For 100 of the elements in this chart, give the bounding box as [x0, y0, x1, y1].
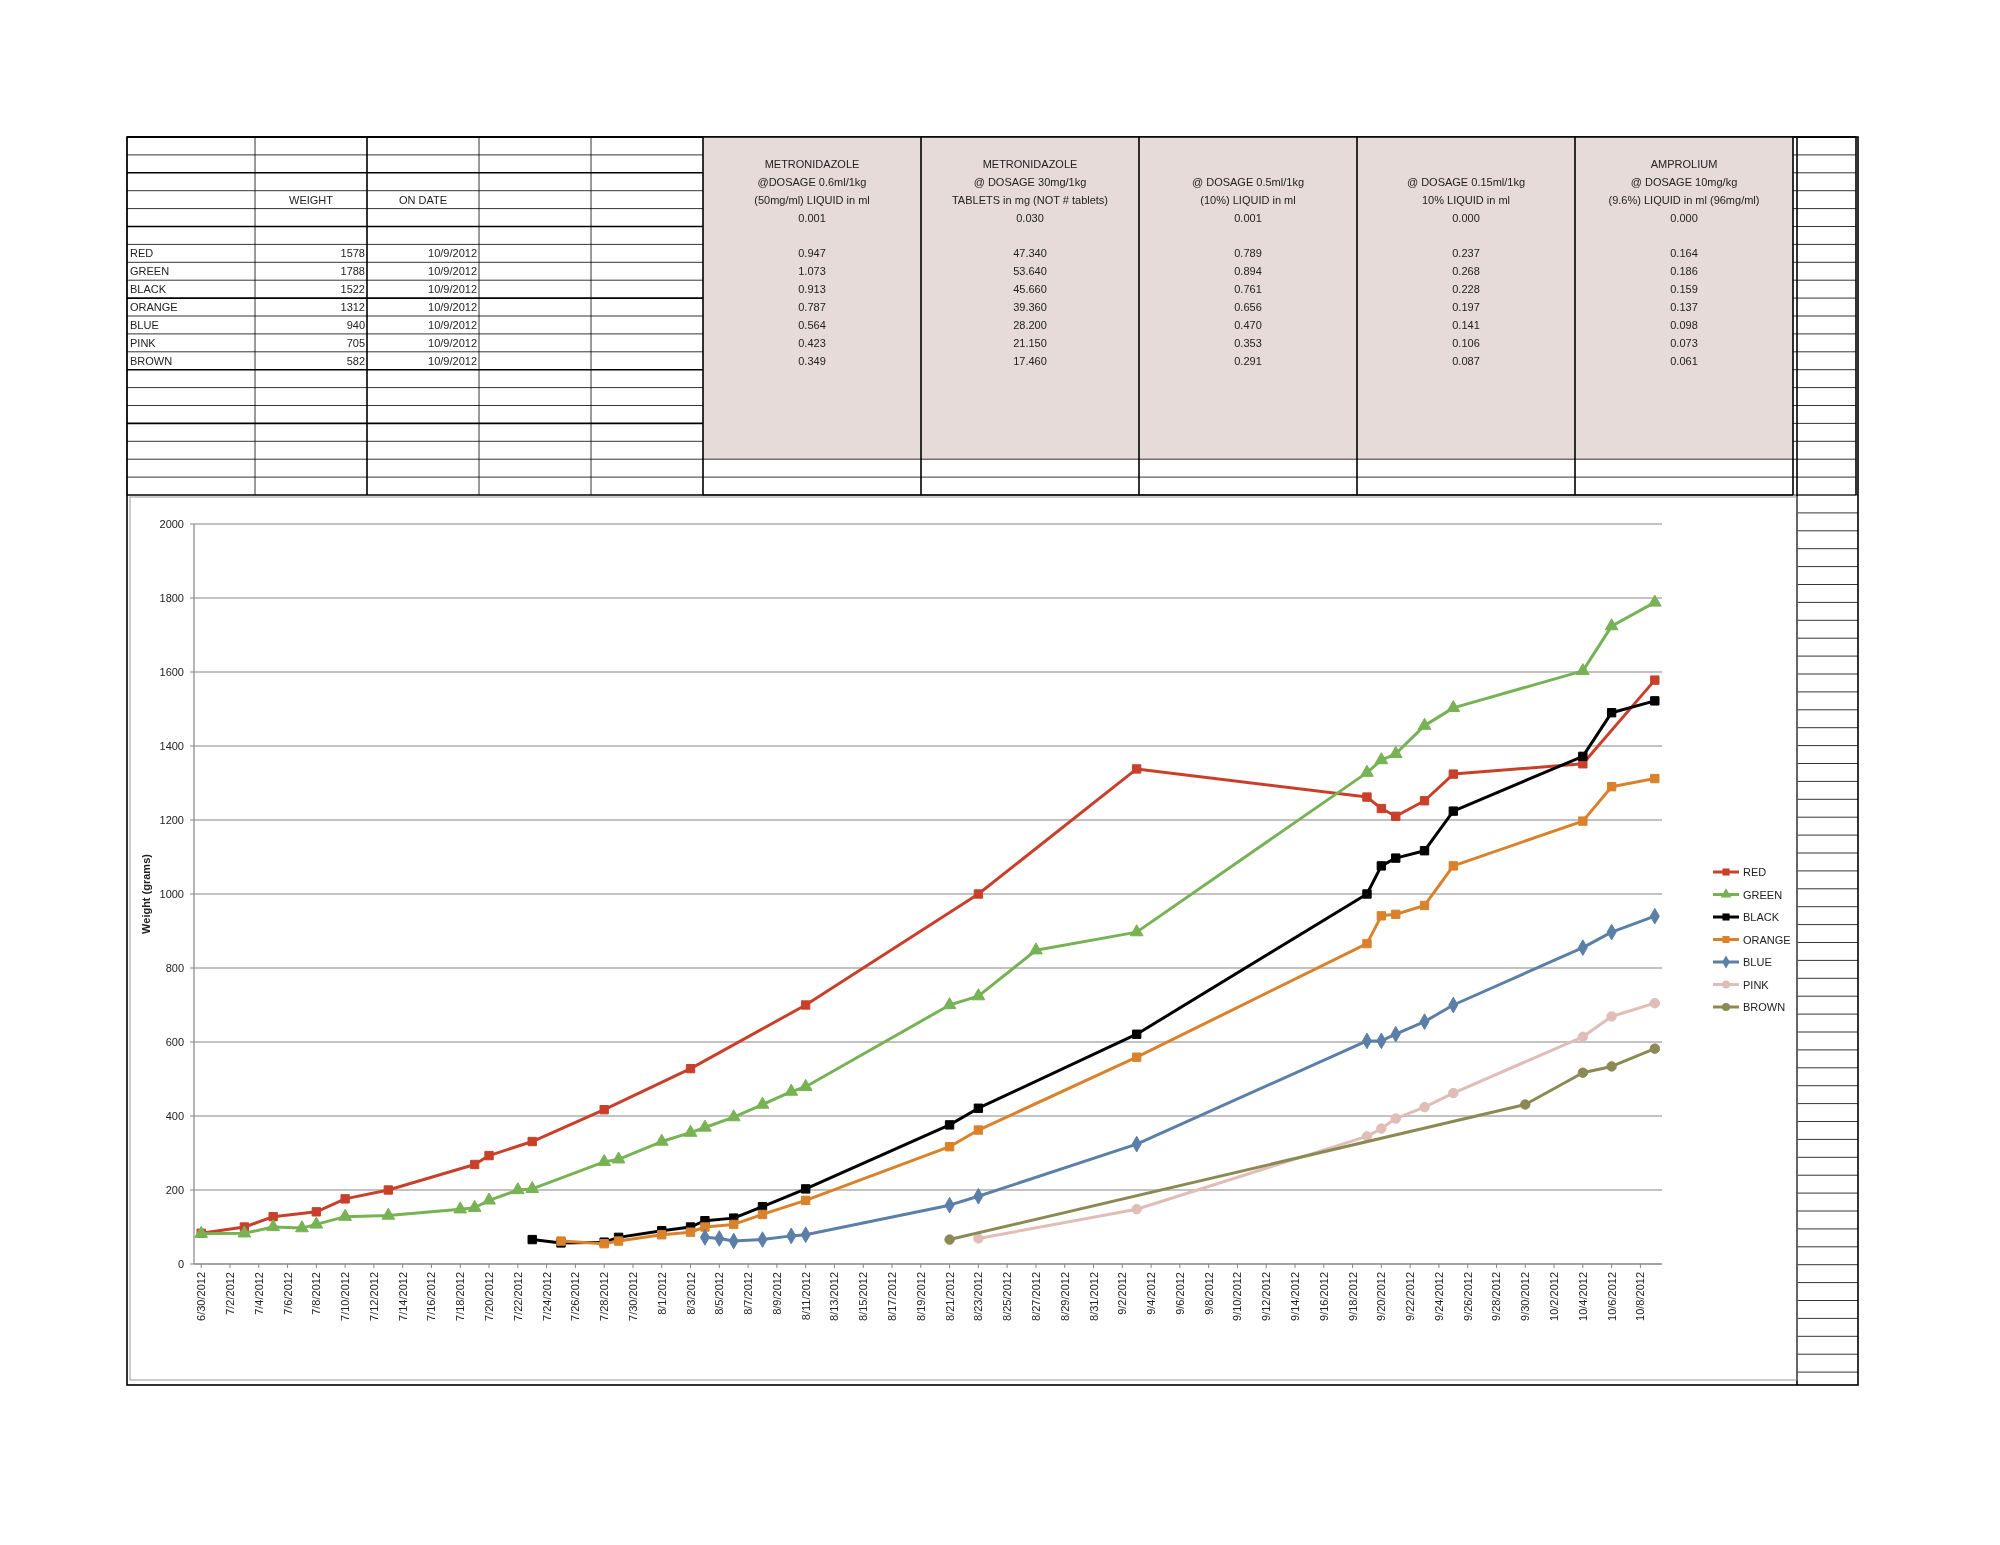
x-tick-label: 10/6/2012	[1605, 1272, 1618, 1321]
text: 0.237	[1452, 247, 1480, 260]
x-tick-label: 7/26/2012	[569, 1272, 582, 1321]
text: 1578	[340, 247, 365, 260]
text: 940	[346, 318, 365, 331]
x-tick-label: 7/6/2012	[281, 1272, 294, 1315]
x-tick-label: 8/25/2012	[1001, 1272, 1014, 1321]
text: 0.228	[1452, 283, 1480, 296]
text: 28.200	[1013, 318, 1047, 331]
text: 1788	[340, 265, 365, 278]
text: 0.656	[1234, 301, 1262, 314]
x-tick-label: 7/10/2012	[339, 1272, 352, 1321]
text: 1522	[340, 283, 365, 296]
x-tick-label: 9/2/2012	[1116, 1272, 1129, 1315]
x-tick-label: 8/7/2012	[742, 1272, 755, 1315]
text: 0.349	[798, 354, 826, 367]
category-label: WEIGHT	[289, 193, 334, 206]
x-tick-label: 7/18/2012	[454, 1272, 467, 1321]
x-tick-label: 8/29/2012	[1058, 1272, 1071, 1321]
category-label: @ DOSAGE 0.15ml/1kg 10% LIQUID in ml	[1406, 175, 1526, 206]
x-tick-label: 9/18/2012	[1346, 1272, 1359, 1321]
legend-label: BLACK	[1743, 911, 1780, 923]
x-tick-label: 8/5/2012	[713, 1272, 726, 1315]
x-tick-label: 9/22/2012	[1404, 1272, 1417, 1321]
x-tick-label: 7/8/2012	[310, 1272, 323, 1315]
text: 21.150	[1013, 336, 1047, 349]
x-tick-label: 8/3/2012	[684, 1272, 697, 1315]
x-tick-label: 10/2/2012	[1548, 1272, 1561, 1321]
y-tick-label: 1800	[159, 592, 184, 604]
text: 0.564	[798, 318, 826, 331]
y-tick-label: 1600	[159, 666, 184, 678]
x-tick-label: 9/26/2012	[1461, 1272, 1474, 1321]
x-tick-label: 7/22/2012	[511, 1272, 524, 1321]
x-tick-label: 7/30/2012	[626, 1272, 639, 1321]
text: 705	[346, 336, 365, 349]
text: 0.197	[1452, 301, 1480, 314]
text: 0.291	[1234, 354, 1262, 367]
category-label: AMPROLIUM @ DOSAGE 10mg/kg (9.6%) LIQUID in ml (96mg/ml)	[1608, 157, 1760, 206]
x-tick-label: 8/9/2012	[770, 1272, 783, 1315]
text: 0.001	[1234, 211, 1262, 224]
y-axis-title: Weight (grams)	[140, 853, 152, 934]
x-tick-label: 9/4/2012	[1145, 1272, 1158, 1315]
category-label: BLACK	[130, 283, 167, 296]
x-tick-label: 8/13/2012	[828, 1272, 841, 1321]
x-tick-label: 9/30/2012	[1519, 1272, 1532, 1321]
x-tick-label: 9/10/2012	[1231, 1272, 1244, 1321]
text: 1312	[340, 301, 365, 314]
text: 10/9/2012	[428, 318, 477, 331]
text: 0.137	[1670, 301, 1698, 314]
x-tick-label: 10/4/2012	[1576, 1272, 1589, 1321]
text: 10/9/2012	[428, 283, 477, 296]
text: 0.001	[798, 211, 826, 224]
legend-label: ORANGE	[1743, 933, 1791, 946]
text: 0.947	[798, 247, 826, 260]
legend-label: BLUE	[1743, 956, 1772, 968]
x-tick-label: 8/27/2012	[1029, 1272, 1042, 1321]
text: 582	[346, 354, 365, 367]
text: 0.353	[1234, 336, 1262, 349]
x-tick-label: 9/20/2012	[1375, 1272, 1388, 1321]
x-tick-label: 7/24/2012	[540, 1272, 553, 1321]
text: 0.087	[1452, 354, 1480, 367]
category-label: ON DATE	[398, 193, 448, 206]
category-label: GREEN	[130, 265, 170, 278]
text: 0.073	[1670, 336, 1698, 349]
text: 10/9/2012	[428, 354, 477, 367]
category-label: BLUE	[130, 318, 159, 331]
y-tick-label: 1400	[159, 740, 184, 752]
text: 0.061	[1670, 354, 1698, 367]
y-tick-label: 0	[177, 1258, 184, 1270]
x-tick-label: 7/12/2012	[367, 1272, 380, 1321]
x-tick-label: 8/17/2012	[886, 1272, 899, 1321]
text: 0.000	[1452, 211, 1480, 224]
text: 0.789	[1234, 247, 1262, 260]
category-label: @ DOSAGE 0.5ml/1kg (10%) LIQUID in ml	[1191, 175, 1305, 206]
x-tick-label: 8/1/2012	[655, 1272, 668, 1315]
x-tick-label: 8/23/2012	[972, 1272, 985, 1321]
x-tick-label: 9/8/2012	[1202, 1272, 1215, 1315]
text: 0.423	[798, 336, 826, 349]
text: 0.470	[1234, 318, 1262, 331]
x-tick-label: 9/14/2012	[1289, 1272, 1301, 1321]
y-tick-label: 400	[165, 1110, 184, 1122]
x-tick-label: 7/14/2012	[396, 1272, 409, 1321]
text: 0.164	[1670, 247, 1698, 260]
y-tick-label: 1200	[159, 814, 184, 826]
legend-label: RED	[1743, 866, 1767, 878]
y-tick-label: 200	[165, 1184, 184, 1196]
category-label: METRONIDAZOLE @DOSAGE 0.6ml/1kg (50mg/ml) LIQUID in ml	[754, 157, 870, 206]
legend-label: GREEN	[1743, 888, 1783, 901]
text: 0.894	[1234, 265, 1262, 278]
x-tick-label: 10/8/2012	[1634, 1272, 1647, 1321]
x-tick-label: 6/30/2012	[195, 1272, 208, 1321]
text: 10/9/2012	[428, 247, 477, 260]
x-tick-label: 9/6/2012	[1173, 1272, 1186, 1315]
category-label: RED	[130, 247, 154, 260]
text: 0.913	[798, 283, 826, 296]
legend-label: PINK	[1743, 978, 1770, 991]
text: 0.141	[1452, 318, 1480, 331]
y-tick-label: 1000	[159, 888, 184, 900]
y-tick-label: 2000	[159, 518, 184, 530]
y-tick-label: 600	[165, 1036, 184, 1048]
